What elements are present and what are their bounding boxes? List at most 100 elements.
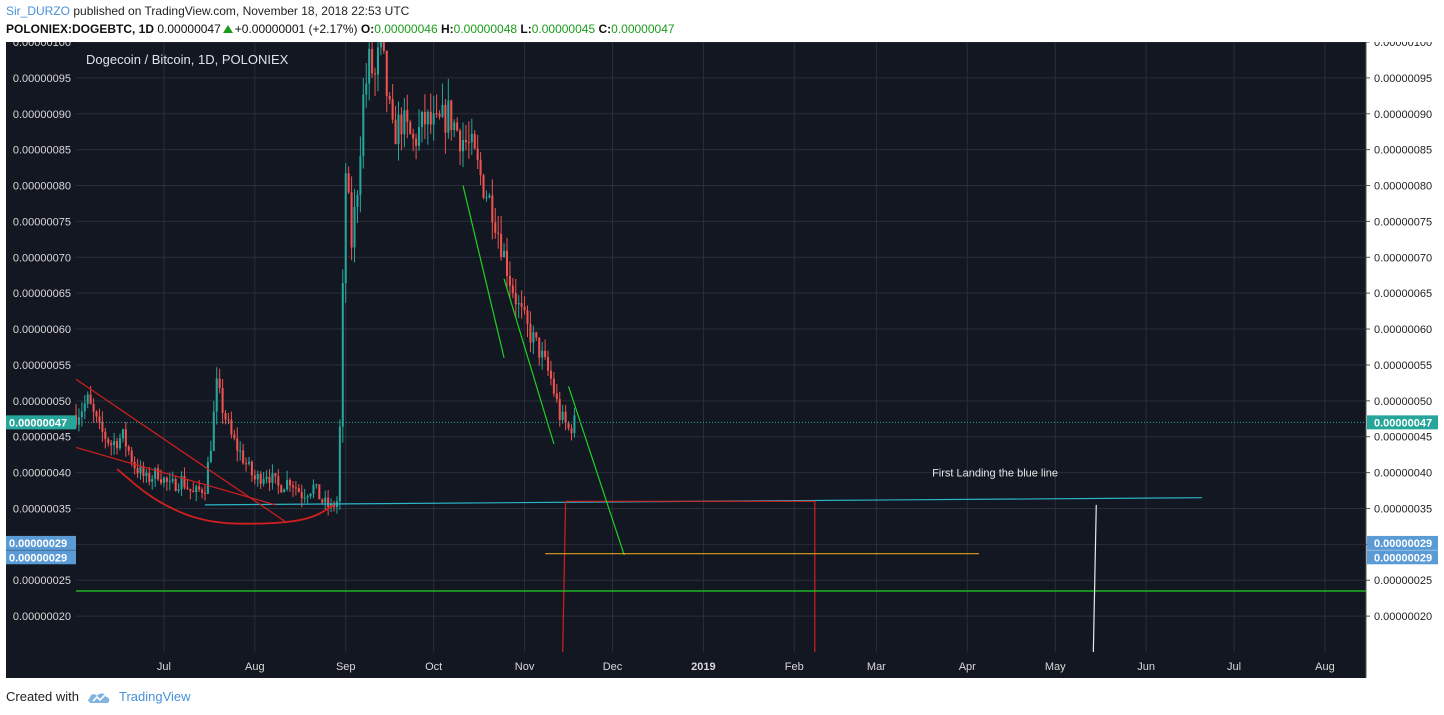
candle-body (368, 48, 371, 84)
low-label: L: (520, 22, 532, 36)
x-axis-band (6, 652, 1366, 678)
candle-body (561, 411, 564, 420)
candle-body (83, 403, 86, 412)
candle-body (517, 303, 520, 305)
tradingview-link[interactable]: TradingView (118, 689, 191, 704)
y-tick-label-right: 0.00000060 (1374, 324, 1432, 336)
candle-body (297, 488, 300, 493)
y-tick-label-left: 0.00000055 (13, 360, 71, 372)
candle-body (327, 497, 330, 507)
candle-body (203, 492, 207, 494)
level-tag-1-right (1367, 535, 1438, 550)
candle-body (573, 415, 576, 434)
price-chart[interactable]: 0.00000100 0.00000100 0.00000095 0.00000095… (6, 42, 1438, 684)
footer: Created with TradingView (6, 689, 191, 704)
candle-body (459, 130, 462, 152)
candle-body (77, 417, 80, 425)
candle-body (453, 122, 456, 130)
level-tag-2-left (6, 550, 76, 565)
candle-body (391, 99, 394, 120)
candle-body (274, 473, 277, 477)
trend-line-green-line (503, 278, 555, 445)
candle-body (555, 393, 558, 400)
close-label: C: (598, 22, 612, 36)
candle-body (503, 250, 506, 258)
candle-body (309, 493, 312, 497)
last-price-tag-right (1367, 415, 1438, 430)
created-with-label: Created with (6, 689, 79, 704)
trend-line-red-line (562, 501, 567, 653)
candle-body (142, 466, 145, 476)
candle-body (118, 438, 122, 449)
up-arrow-icon (222, 25, 233, 33)
symbol-label: POLONIEX:DOGEBTC, 1D (6, 22, 155, 36)
candle-body (441, 104, 444, 117)
candle-body (341, 283, 344, 427)
candle-body (171, 478, 174, 482)
y-tick-label-left: 0.00000035 (13, 503, 71, 515)
candle-body (189, 488, 192, 491)
candle-body (426, 111, 429, 125)
y-tick-label-right: 0.00000090 (1374, 109, 1432, 121)
y-tick-label-right: 0.00000065 (1374, 288, 1432, 300)
trend-line-white-line (1092, 504, 1097, 653)
candle-body (359, 156, 362, 195)
candle-body (145, 472, 148, 476)
candle-body (180, 475, 183, 490)
candle-body (412, 133, 415, 139)
candle-body (403, 110, 406, 135)
author-link[interactable]: Sir_DURZO (6, 4, 71, 18)
candle-body (464, 139, 467, 143)
y-tick-label-right: 0.00000085 (1374, 145, 1432, 157)
candle-body (470, 133, 473, 143)
y-tick-label-left: 0.00000040 (13, 468, 71, 480)
candle-body (183, 475, 186, 488)
last-price: 0.00000047 (157, 22, 221, 36)
y-tick-label-left: 0.00000075 (13, 216, 71, 228)
candle-body (157, 468, 160, 480)
candle-body (151, 478, 154, 482)
candle-body (201, 489, 204, 493)
last-price-tag-left (6, 415, 76, 430)
open-value: 0.00000046 (374, 22, 438, 36)
tradingview-cloud-icon[interactable] (87, 690, 111, 704)
level-tag-1-right-text: 0.00000029 (1374, 538, 1432, 550)
candle-body (450, 100, 453, 130)
candle-body (247, 461, 251, 464)
candle-body (159, 479, 163, 483)
low-value: 0.00000045 (531, 22, 596, 36)
candle-body (174, 478, 177, 491)
y-tick-label-left: 0.00000085 (13, 145, 71, 157)
candle-body (511, 285, 514, 294)
candles-group (74, 42, 576, 516)
y-tick-label-right: 0.00000020 (1374, 611, 1432, 623)
candle-body (505, 250, 509, 276)
candle-body (344, 173, 347, 284)
candle-body (508, 275, 511, 286)
level-tag-1-left-text: 0.00000029 (9, 538, 67, 550)
candle-body (277, 476, 280, 486)
candle-body (107, 439, 110, 444)
candle-body (195, 486, 198, 493)
candle-body (245, 463, 248, 465)
candle-body (529, 323, 532, 343)
high-label: H: (440, 22, 454, 36)
candle-body (283, 489, 286, 493)
last-price-tag-right-text: 0.00000047 (1374, 417, 1432, 429)
x-tick-label: Sep (336, 661, 356, 673)
x-tick-label: Jul (157, 661, 171, 673)
candle-body (192, 490, 195, 493)
plot-background (6, 42, 1366, 678)
candle-body (124, 429, 127, 447)
trend-line-green-line (462, 185, 505, 358)
candle-body (447, 100, 450, 133)
y-tick-label-right: 0.00000045 (1374, 432, 1432, 444)
candle-body (400, 114, 403, 135)
candle-body (136, 468, 139, 474)
candle-body (92, 403, 95, 412)
y-tick-label-left: 0.00000065 (13, 288, 71, 300)
candle-body (549, 370, 552, 379)
level-tag-2-left-text: 0.00000029 (9, 552, 67, 564)
x-tick-label: Aug (245, 661, 265, 673)
y-tick-label-left: 0.00000060 (13, 324, 71, 336)
